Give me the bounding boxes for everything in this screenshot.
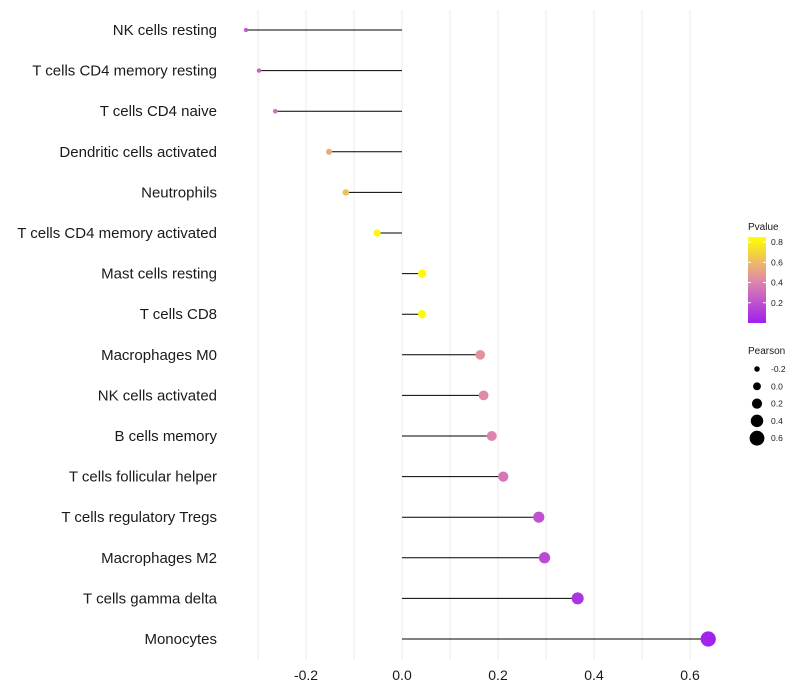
- pearson-legend-label: 0.2: [771, 399, 783, 409]
- pearson-legend-key: [751, 398, 763, 409]
- category-label: T cells CD4 memory resting: [32, 63, 217, 80]
- pearson-legend-label: 0.0: [771, 381, 783, 391]
- x-tick-label: 0.0: [392, 667, 412, 683]
- pvalue-legend-label: 0.4: [771, 278, 783, 288]
- lollipop-point: [342, 189, 350, 196]
- pvalue-legend-label: 0.6: [771, 257, 783, 267]
- pearson-legend-key: [754, 366, 760, 372]
- points: [243, 27, 716, 647]
- category-label: Dendritic cells activated: [59, 144, 217, 161]
- category-label: NK cells activated: [98, 387, 217, 404]
- pvalue-colorbar: [748, 237, 766, 323]
- category-label: T cells CD4 memory activated: [17, 225, 217, 242]
- lollipop-point: [272, 108, 278, 114]
- lollipop-point: [373, 229, 381, 237]
- grid-lines: [257, 10, 691, 660]
- x-axis-labels: -0.2 0.0 0.2 0.4 0.6: [294, 667, 700, 683]
- category-label: T cells regulatory Tregs: [61, 509, 217, 526]
- x-tick-label: 0.4: [584, 667, 604, 683]
- category-label: Macrophages M0: [101, 347, 217, 364]
- category-label: Neutrophils: [141, 184, 217, 201]
- pearson-legend-label: -0.2: [771, 364, 786, 374]
- lollipop-point: [498, 471, 509, 482]
- lollipop-point: [256, 68, 262, 73]
- pearson-legend-key: [749, 430, 765, 446]
- pearson-legend-title: Pearson: [748, 346, 785, 357]
- category-label: T cells CD8: [140, 306, 217, 323]
- x-tick-label: -0.2: [294, 667, 318, 683]
- category-label: T cells follicular helper: [69, 469, 217, 486]
- x-tick-label: 0.2: [488, 667, 508, 683]
- pearson-legend-label: 0.6: [771, 433, 783, 443]
- x-tick-label: 0.6: [680, 667, 700, 683]
- pvalue-legend: Pvalue 0.2 0.4 0.6 0.8: [748, 222, 783, 323]
- category-label: B cells memory: [114, 428, 217, 445]
- category-label: Mast cells resting: [101, 266, 217, 283]
- lollipop-point: [486, 431, 497, 441]
- lollipop-point: [475, 349, 486, 360]
- lollipop-point: [538, 552, 551, 564]
- pearson-legend-label: 0.4: [771, 416, 783, 426]
- lollipop-point: [533, 511, 545, 523]
- category-label: NK cells resting: [113, 22, 217, 39]
- pvalue-legend-title: Pvalue: [748, 222, 779, 233]
- pearson-legend-key: [750, 414, 764, 428]
- y-axis-labels: NK cells resting T cells CD4 memory resti…: [17, 22, 217, 648]
- lollipop-point: [571, 592, 584, 605]
- category-label: Monocytes: [144, 631, 217, 648]
- lollipop-point: [243, 27, 249, 33]
- pearson-legend-key: [753, 382, 761, 391]
- pvalue-legend-label: 0.2: [771, 298, 783, 308]
- lollipop-point: [326, 148, 333, 155]
- category-label: T cells CD4 naive: [100, 103, 217, 120]
- pearson-legend: Pearson -0.2 0.0 0.2 0.4 0.6: [748, 346, 786, 446]
- pvalue-legend-label: 0.8: [771, 237, 783, 247]
- lollipop-point: [478, 390, 489, 401]
- category-label: T cells gamma delta: [83, 590, 218, 607]
- lollipop-point: [418, 269, 427, 278]
- lollipop-point: [700, 631, 716, 647]
- lollipop-point: [418, 310, 427, 319]
- category-label: Macrophages M2: [101, 550, 217, 567]
- stems: [246, 29, 709, 640]
